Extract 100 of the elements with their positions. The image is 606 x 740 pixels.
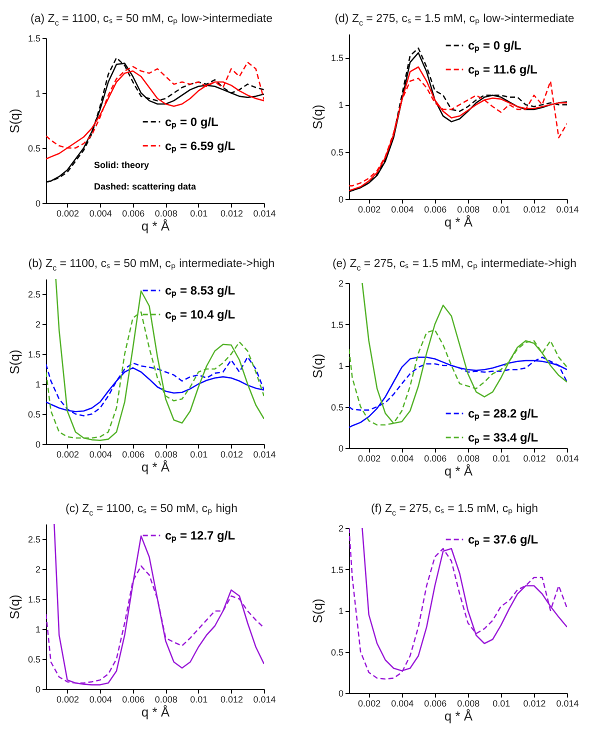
x-tick-label: 0.012 (523, 204, 546, 214)
x-axis-title: q * Å (141, 218, 170, 234)
legend-label: cₚ = 0 g/L (165, 114, 218, 130)
x-tick-label: 0.012 (523, 454, 546, 464)
x-axis-title: q * Å (444, 214, 473, 230)
annotation: Dashed: scattering data (94, 182, 197, 192)
x-tick-label: 0.002 (358, 454, 381, 464)
legend-label: cₚ = 37.6 g/L (468, 532, 538, 548)
x-tick-label: 0.01 (492, 454, 510, 464)
x-tick-label: 0.002 (358, 698, 381, 708)
chart-title: (b) Z$_{c}$ = 1100, cₛ = 50 mM, cₚ intermediate->high (27, 257, 276, 272)
legend-label: cₚ = 33.4 g/L (468, 430, 538, 446)
x-tick-label: 0.012 (220, 208, 243, 218)
x-tick-label: 0.004 (391, 698, 414, 708)
legend-label: cₚ = 28.2 g/L (468, 406, 538, 422)
x-tick-label: 0.006 (424, 204, 447, 214)
x-tick-label: 0.008 (457, 454, 480, 464)
line-series (349, 356, 567, 428)
x-tick-label: 0.002 (56, 694, 80, 704)
y-axis-title: S(q) (310, 354, 325, 378)
y-tick-label: 0 (35, 684, 40, 694)
x-tick-label: 0.008 (154, 208, 178, 218)
y-tick-label: 0.5 (330, 147, 344, 158)
chart-title: (e) Z$_{c}$ = 275, cₛ = 1.5 mM, cₚ intermediate->high (331, 257, 578, 272)
x-tick-label: 0.004 (391, 454, 414, 464)
x-tick-label: 0.012 (523, 698, 546, 708)
y-tick-label: 1.5 (330, 564, 344, 575)
y-tick-label: 0 (338, 444, 344, 454)
y-tick-label: 2.5 (28, 290, 40, 300)
chart-title: (d) Z$_{c}$ = 275, cₛ = 1.5 mM, cₚ low->intermediate (334, 12, 576, 28)
x-tick-label: 0.01 (492, 698, 510, 708)
x-tick-label: 0.012 (220, 694, 243, 704)
x-tick-label: 0.014 (556, 454, 579, 464)
y-tick-label: 0.5 (28, 654, 40, 664)
chart-title: (a) Z$_{c}$ = 1100, cₛ = 50 mM, cₚ low->intermediate (30, 12, 274, 28)
x-tick-label: 0.008 (457, 204, 480, 214)
y-tick-label: 1 (35, 88, 40, 98)
legend-label: cₚ = 0 g/L (468, 38, 522, 54)
y-tick-label: 0 (35, 440, 40, 450)
y-tick-label: 1.5 (28, 350, 40, 360)
annotation: Solid: theory (94, 160, 149, 170)
x-tick-label: 0.01 (190, 450, 208, 460)
x-tick-label: 0.008 (457, 698, 480, 708)
y-tick-label: 0 (35, 198, 40, 208)
x-tick-label: 0.012 (220, 450, 243, 460)
x-tick-label: 0.004 (391, 204, 414, 214)
y-axis-title: S(q) (6, 594, 22, 620)
y-tick-label: 2 (35, 564, 40, 574)
x-tick-label: 0.014 (556, 698, 579, 708)
x-tick-label: 0.01 (190, 208, 208, 218)
y-tick-label: 0.5 (330, 402, 344, 412)
y-tick-label: 2 (35, 320, 40, 330)
y-tick-label: 1 (338, 606, 344, 616)
x-tick-label: 0.01 (492, 204, 510, 214)
x-tick-label: 0.004 (89, 694, 112, 704)
y-tick-label: 1.5 (330, 53, 344, 64)
x-tick-label: 0.002 (56, 208, 80, 218)
legend-label: cₚ = 8.53 g/L (165, 284, 236, 298)
y-tick-label: 2 (338, 278, 344, 288)
x-tick-label: 0.014 (253, 208, 276, 218)
x-tick-label: 0.004 (89, 450, 112, 460)
y-tick-label: 1 (338, 361, 344, 371)
y-axis-title: S(q) (6, 108, 22, 134)
y-tick-label: 0.5 (330, 647, 344, 658)
x-tick-label: 0.006 (122, 694, 145, 704)
x-tick-label: 0.014 (253, 694, 276, 704)
legend-label: cₚ = 10.4 g/L (165, 308, 236, 322)
y-tick-label: 1.5 (28, 34, 40, 44)
y-axis-title: S(q) (310, 598, 325, 624)
x-tick-label: 0.008 (154, 450, 178, 460)
y-axis-title: S(q) (6, 350, 22, 374)
x-axis-title: q * Å (141, 460, 170, 474)
y-tick-label: 1 (338, 100, 344, 110)
x-axis-title: q * Å (444, 708, 473, 724)
x-tick-label: 0.004 (89, 208, 112, 218)
legend-label: cₚ = 6.59 g/L (165, 138, 236, 154)
y-tick-label: 0.5 (28, 410, 40, 420)
chart-title: (c) Z$_{c}$ = 1100, cₛ = 50 mM, cₚ high (64, 502, 238, 518)
x-tick-label: 0.006 (122, 208, 145, 218)
y-tick-label: 0 (338, 194, 344, 204)
y-tick-label: 0 (338, 688, 344, 698)
y-tick-label: 1.5 (330, 320, 344, 330)
legend-label: cₚ = 12.7 g/L (165, 528, 236, 544)
x-axis-title: q * Å (444, 464, 473, 478)
y-tick-label: 1.5 (28, 594, 40, 604)
x-tick-label: 0.006 (424, 454, 447, 464)
y-tick-label: 2.5 (28, 534, 40, 544)
x-tick-label: 0.002 (358, 204, 381, 214)
x-tick-label: 0.006 (424, 698, 447, 708)
x-tick-label: 0.01 (190, 694, 208, 704)
y-tick-label: 1 (35, 624, 40, 634)
y-axis-title: S(q) (310, 104, 325, 130)
legend-label: cₚ = 11.6 g/L (468, 62, 538, 78)
x-tick-label: 0.014 (253, 450, 276, 460)
x-axis-title: q * Å (141, 704, 170, 720)
x-tick-label: 0.002 (56, 450, 80, 460)
chart-title: (f) Z$_{c}$ = 275, cₛ = 1.5 mM, cₚ high (370, 502, 540, 518)
x-tick-label: 0.014 (556, 204, 579, 214)
x-tick-label: 0.008 (154, 694, 178, 704)
y-tick-label: 1 (35, 380, 40, 390)
